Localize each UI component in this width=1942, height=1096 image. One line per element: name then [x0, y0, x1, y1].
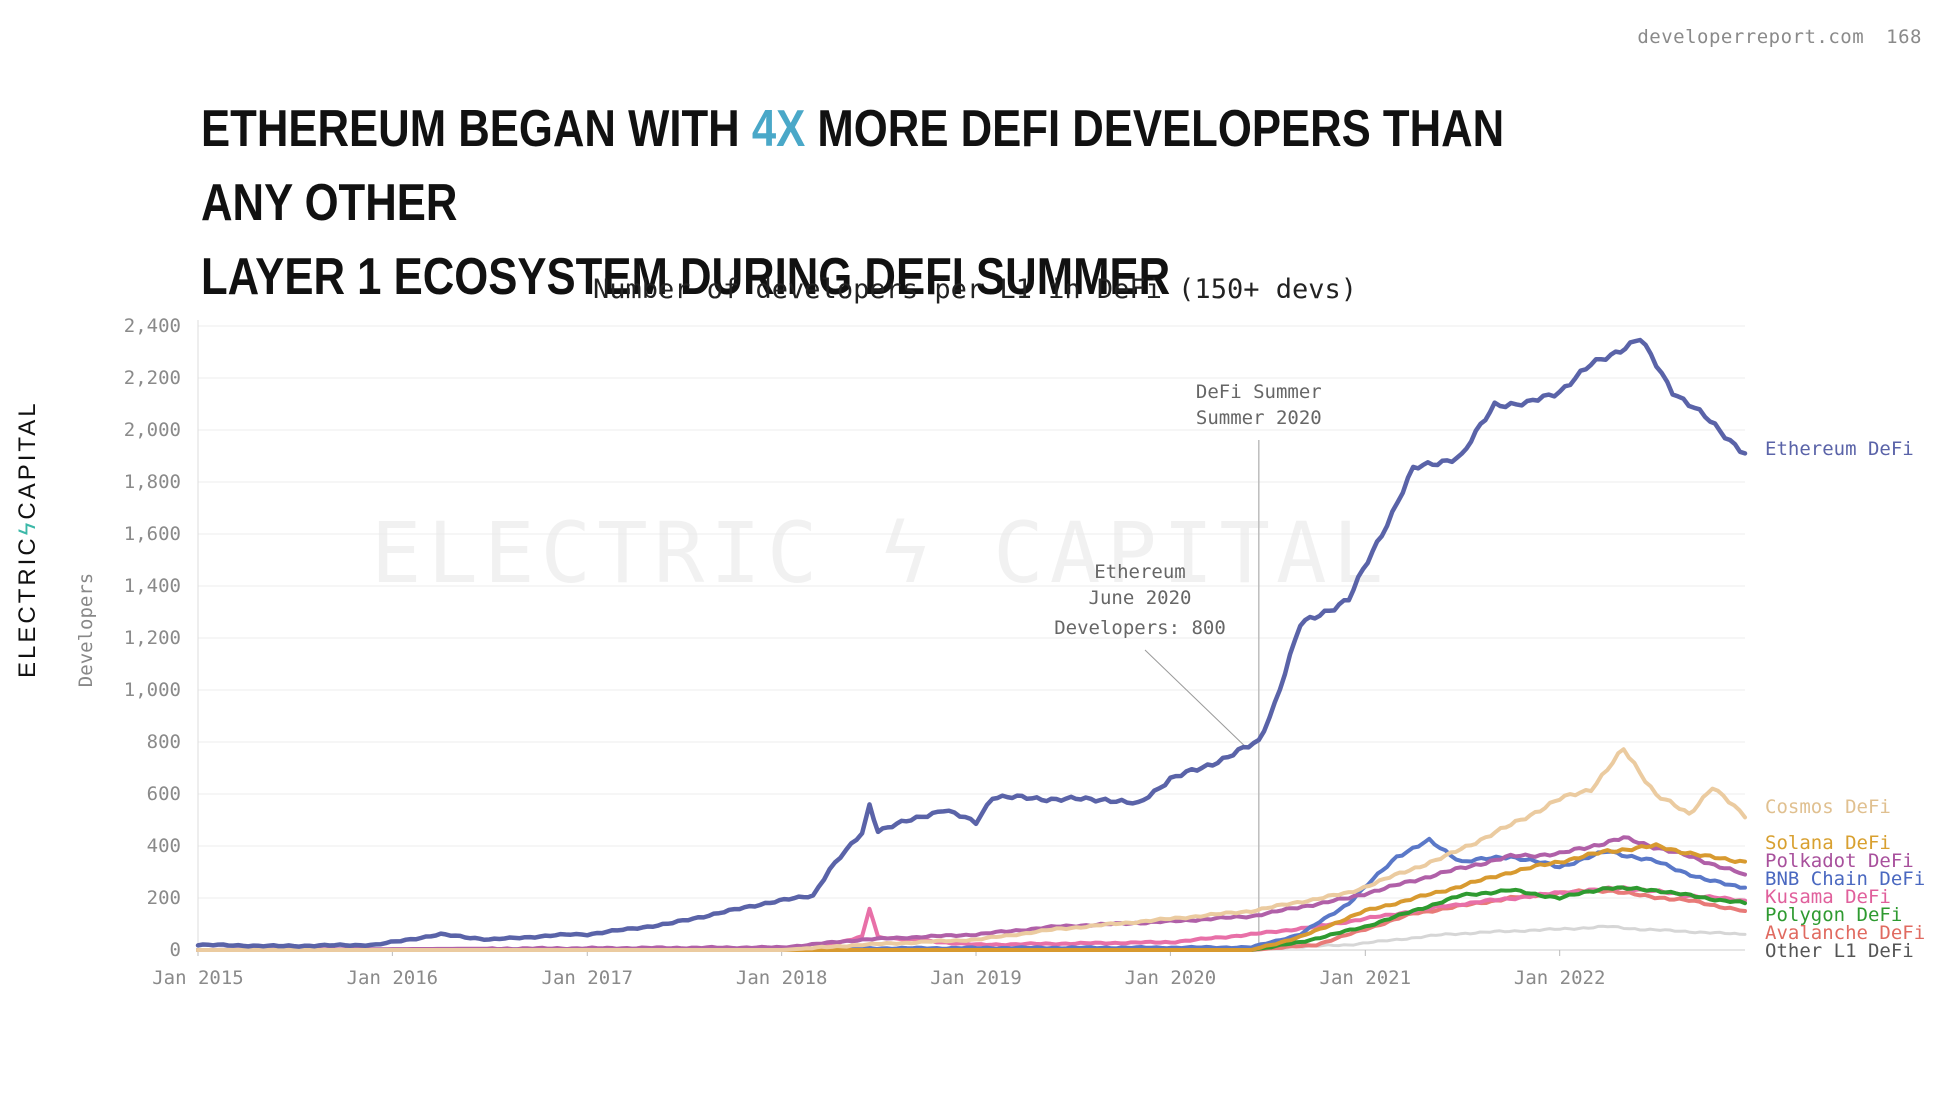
x-tick-label: Jan 2019 [930, 967, 1022, 989]
y-axis-label: Developers [75, 573, 97, 687]
series-label: Polygon DeFi [1765, 904, 1902, 926]
callout-pointer [1144, 649, 1248, 749]
series-lines [195, 337, 1748, 952]
series-label: Ethereum DeFi [1765, 438, 1914, 460]
y-axis: 0 200 400 600 800 1,000 1,200 1,400 1,600 1,800 2,… [124, 315, 181, 961]
series-label: Other L1 DeFi [1765, 940, 1914, 962]
page-headline: ETHEREUM BEGAN WITH 4X MORE DEFI DEVELOP… [201, 92, 1545, 314]
grid-lines [197, 320, 1745, 951]
headline-line-1: ETHEREUM BEGAN WITH 4X MORE DEFI DEVELOP… [201, 92, 1545, 240]
x-tick-label: Jan 2015 [152, 967, 244, 989]
headline-line-2: LAYER 1 ECOSYSTEM DURING DEFI SUMMER [201, 248, 1171, 306]
series-label: Kusama DeFi [1765, 886, 1891, 908]
ethereum-callout-label: Developers: 800 [1054, 617, 1226, 639]
x-tick-label: Jan 2016 [347, 967, 439, 989]
page-meta: developerreport.com 168 [1637, 26, 1922, 48]
series-line-ethereum-defi [195, 337, 1748, 949]
series-label: Cosmos DeFi [1765, 796, 1891, 818]
x-tick-label: Jan 2022 [1514, 967, 1606, 989]
y-tick-label: 1,000 [124, 679, 181, 701]
y-tick-label: 400 [147, 835, 181, 857]
x-axis: Jan 2015 Jan 2016 Jan 2017 Jan 2018 Jan 2019… [152, 950, 1605, 989]
y-tick-label: 2,000 [124, 419, 181, 441]
watermark: ELECTRIC ϟ CAPITAL [371, 504, 1389, 602]
series-label: Avalanche DeFi [1765, 922, 1925, 944]
y-tick-label: 800 [147, 731, 181, 753]
y-tick-label: 0 [170, 939, 181, 961]
series-label: Polkadot DeFi [1765, 850, 1914, 872]
x-tick-label: Jan 2017 [542, 967, 634, 989]
series-label: BNB Chain DeFi [1765, 868, 1925, 890]
y-tick-label: 2,200 [124, 367, 181, 389]
defi-summer-label: Summer 2020 [1196, 407, 1322, 429]
headline-part-1: ETHEREUM BEGAN WITH [201, 100, 752, 158]
chart-title: Number of developers per L1 in DeFi (150… [593, 274, 1357, 305]
y-tick-label: 200 [147, 887, 181, 909]
x-tick-label: Jan 2021 [1320, 967, 1412, 989]
headline-highlight: 4X [751, 100, 806, 158]
ethereum-callout-label: June 2020 [1089, 587, 1192, 609]
headline-part-2: MORE DEFI DEVELOPERS THAN ANY OTHER [201, 100, 1505, 232]
y-tick-label: 1,600 [124, 523, 181, 545]
series-line-polkadot-defi [196, 835, 1747, 952]
page-number: 168 [1886, 26, 1922, 48]
defi-summer-label: DeFi Summer [1196, 381, 1322, 403]
annotations: DeFi Summer Summer 2020 Ethereum June 2020 D… [1054, 381, 1322, 950]
series-line-cosmos-defi [196, 747, 1747, 952]
y-tick-label: 1,200 [124, 627, 181, 649]
x-tick-label: Jan 2018 [736, 967, 828, 989]
y-tick-label: 1,800 [124, 471, 181, 493]
y-tick-label: 600 [147, 783, 181, 805]
x-tick-label: Jan 2020 [1125, 967, 1217, 989]
series-label: Solana DeFi [1765, 832, 1891, 854]
y-tick-label: 2,400 [124, 315, 181, 337]
site-url: developerreport.com [1637, 26, 1865, 48]
ethereum-callout-label: Ethereum [1094, 561, 1186, 583]
y-tick-label: 1,400 [124, 575, 181, 597]
